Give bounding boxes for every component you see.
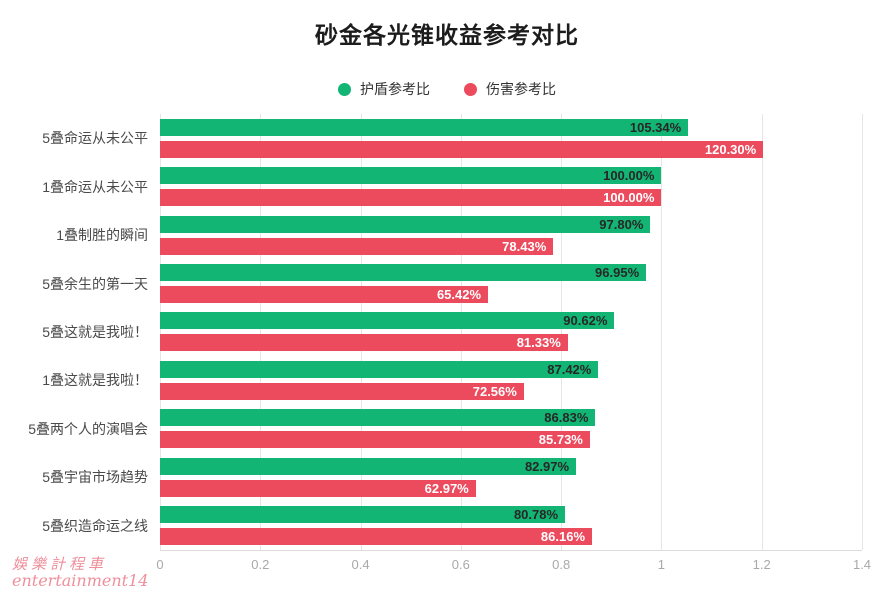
bar-group: 1叠制胜的瞬间 97.80% 78.43% [56,211,862,259]
bar-value-label: 100.00% [603,190,655,206]
bar-value-label: 97.80% [599,216,644,232]
damage-bar: 78.43% [160,237,554,255]
bar-value-label: 82.97% [524,458,570,474]
shield-bar: 100.00% [160,167,662,185]
bar-value-label: 65.42% [436,287,482,303]
x-tick-label: 0 [156,557,164,572]
shield-bar: 105.34% [160,118,689,136]
shield-bar: 90.62% [160,312,615,330]
gridline [761,114,763,550]
watermark-line1: 娛樂計程車 [12,554,108,573]
chart-title: 砂金各光锥收益参考对比 [315,22,579,48]
x-tick-label: 0.6 [451,557,470,572]
x-tick-label: 0.4 [351,557,370,572]
bar-value-label: 78.43% [502,238,547,254]
chart-legend: 护盾参考比 伤害参考比 [0,79,894,99]
bar-value-label: 105.34% [629,119,682,135]
damage-bar: 100.00% [160,189,662,207]
x-tick-label: 0.2 [251,557,270,572]
shield-bar: 80.78% [160,506,566,524]
x-axis: 0 0.2 0.4 0.6 0.8 1 1.2 1.4 [156,551,871,573]
bar-value-label: 90.62% [563,313,608,329]
gridline [360,114,362,550]
x-tick-label: 0.8 [552,557,571,572]
x-tick-label: 1 [657,557,666,572]
legend-label: 伤害参考比 [486,81,556,97]
gridline [561,114,563,550]
legend-dot-icon [338,82,351,96]
shield-bar: 96.95% [160,264,647,282]
category-label: 5叠织造命运之线 [42,517,148,534]
bar-value-label: 120.30% [704,141,757,157]
bar-group: 5叠命运从未公平 105.34% 120.30% [42,114,862,162]
bar-value-label: 86.16% [540,529,586,545]
bar-group: 5叠宇宙市场趋势 82.97% 62.97% [42,453,862,501]
bar-value-label: 80.78% [513,507,559,523]
legend-item-0: 护盾参考比 [338,79,430,99]
category-label: 1叠这就是我啦！ [42,372,148,389]
gridline [661,114,663,550]
damage-bar: 62.97% [160,479,476,497]
category-label: 1叠命运从未公平 [42,178,148,195]
bar-group: 5叠两个人的演唱会 86.83% 85.73% [28,405,862,453]
bar-group: 5叠余生的第一天 96.95% 65.42% [42,259,862,307]
bar-value-label: 86.83% [544,410,589,426]
bar-value-label: 96.95% [595,265,640,281]
bar-value-label: 72.56% [472,383,517,399]
bar-value-label: 100.00% [603,168,655,184]
damage-bar: 72.56% [160,382,524,400]
x-tick-label: 1.4 [852,557,872,572]
plot-area: 5叠命运从未公平 105.34% 120.30% 1叠命运从未公平 100.00% 100… [28,114,863,551]
bar-group: 1叠这就是我啦！ 87.42% 72.56% [42,356,862,404]
legend-label: 护盾参考比 [360,81,430,97]
bar-value-label: 87.42% [547,361,592,377]
watermark-line2: entertainment14 [12,571,149,591]
gridline [460,114,462,550]
bar-groups: 5叠命运从未公平 105.34% 120.30% 1叠命运从未公平 100.00% 100… [28,114,862,550]
gridline [160,114,161,550]
damage-bar: 65.42% [160,286,489,304]
bar-value-label: 62.97% [424,480,469,496]
legend-dot-icon [464,82,477,96]
gridline [862,114,863,550]
category-label: 5叠命运从未公平 [42,130,148,147]
watermark: 娛樂計程車 entertainment14 [12,556,148,590]
legend-item-1: 伤害参考比 [464,79,556,99]
shield-bar: 87.42% [160,360,599,378]
bar-group: 5叠这就是我啦！ 90.62% 81.33% [42,308,862,356]
bar-value-label: 81.33% [516,335,561,351]
category-label: 5叠两个人的演唱会 [28,420,148,437]
category-label: 5叠余生的第一天 [42,275,148,292]
x-tick-label: 1.2 [752,557,771,572]
shield-bar: 97.80% [160,215,651,233]
gridline [260,114,262,550]
bar-group: 1叠命运从未公平 100.00% 100.00% [42,162,862,210]
damage-bar: 81.33% [160,334,568,352]
category-label: 1叠制胜的瞬间 [56,227,148,244]
bar-value-label: 85.73% [538,432,583,448]
shield-bar: 86.83% [160,409,596,427]
category-label: 5叠这就是我啦！ [42,323,148,340]
shield-bar: 82.97% [160,457,577,475]
damage-bar: 120.30% [160,140,764,158]
damage-bar: 86.16% [160,528,593,546]
bar-group: 5叠织造命运之线 80.78% 86.16% [42,502,862,550]
damage-bar: 85.73% [160,431,590,449]
category-label: 5叠宇宙市场趋势 [42,469,148,486]
